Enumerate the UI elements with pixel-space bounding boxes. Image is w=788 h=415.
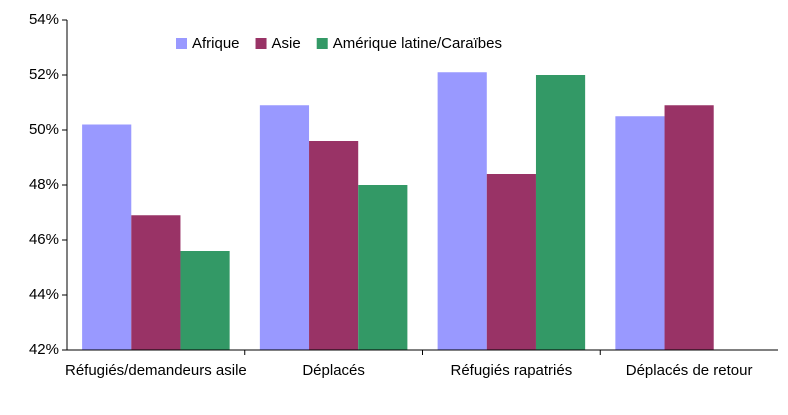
bar — [664, 105, 714, 350]
bar — [486, 174, 536, 350]
y-tick-label: 44% — [29, 286, 59, 303]
bar — [535, 75, 586, 350]
legend-label: Afrique — [192, 35, 240, 52]
x-tick-label: Déplacés de retour — [625, 362, 753, 379]
bar — [358, 185, 408, 350]
bar — [437, 72, 487, 350]
y-tick-label: 48% — [29, 176, 59, 193]
y-tick-label: 52% — [29, 66, 59, 83]
y-tick-label: 46% — [29, 231, 59, 248]
x-tick-label: Réfugiés rapatriés — [450, 362, 573, 379]
x-tick-label: Réfugiés/demandeurs asile — [64, 362, 247, 379]
legend-label: Asie — [272, 35, 301, 52]
bar — [82, 124, 132, 350]
legend-label: Amérique latine/Caraïbes — [333, 35, 502, 52]
bar — [180, 251, 230, 350]
legend-swatch — [316, 38, 328, 49]
y-tick-label: 54% — [29, 11, 59, 28]
bar — [259, 105, 310, 350]
legend-swatch — [255, 38, 267, 49]
y-tick-label: 42% — [29, 341, 59, 358]
x-tick-label: Déplacés — [302, 362, 365, 379]
legend-swatch — [176, 38, 187, 49]
bar — [309, 141, 359, 350]
bar — [615, 116, 665, 350]
bar — [131, 215, 181, 350]
y-tick-label: 50% — [29, 121, 59, 138]
